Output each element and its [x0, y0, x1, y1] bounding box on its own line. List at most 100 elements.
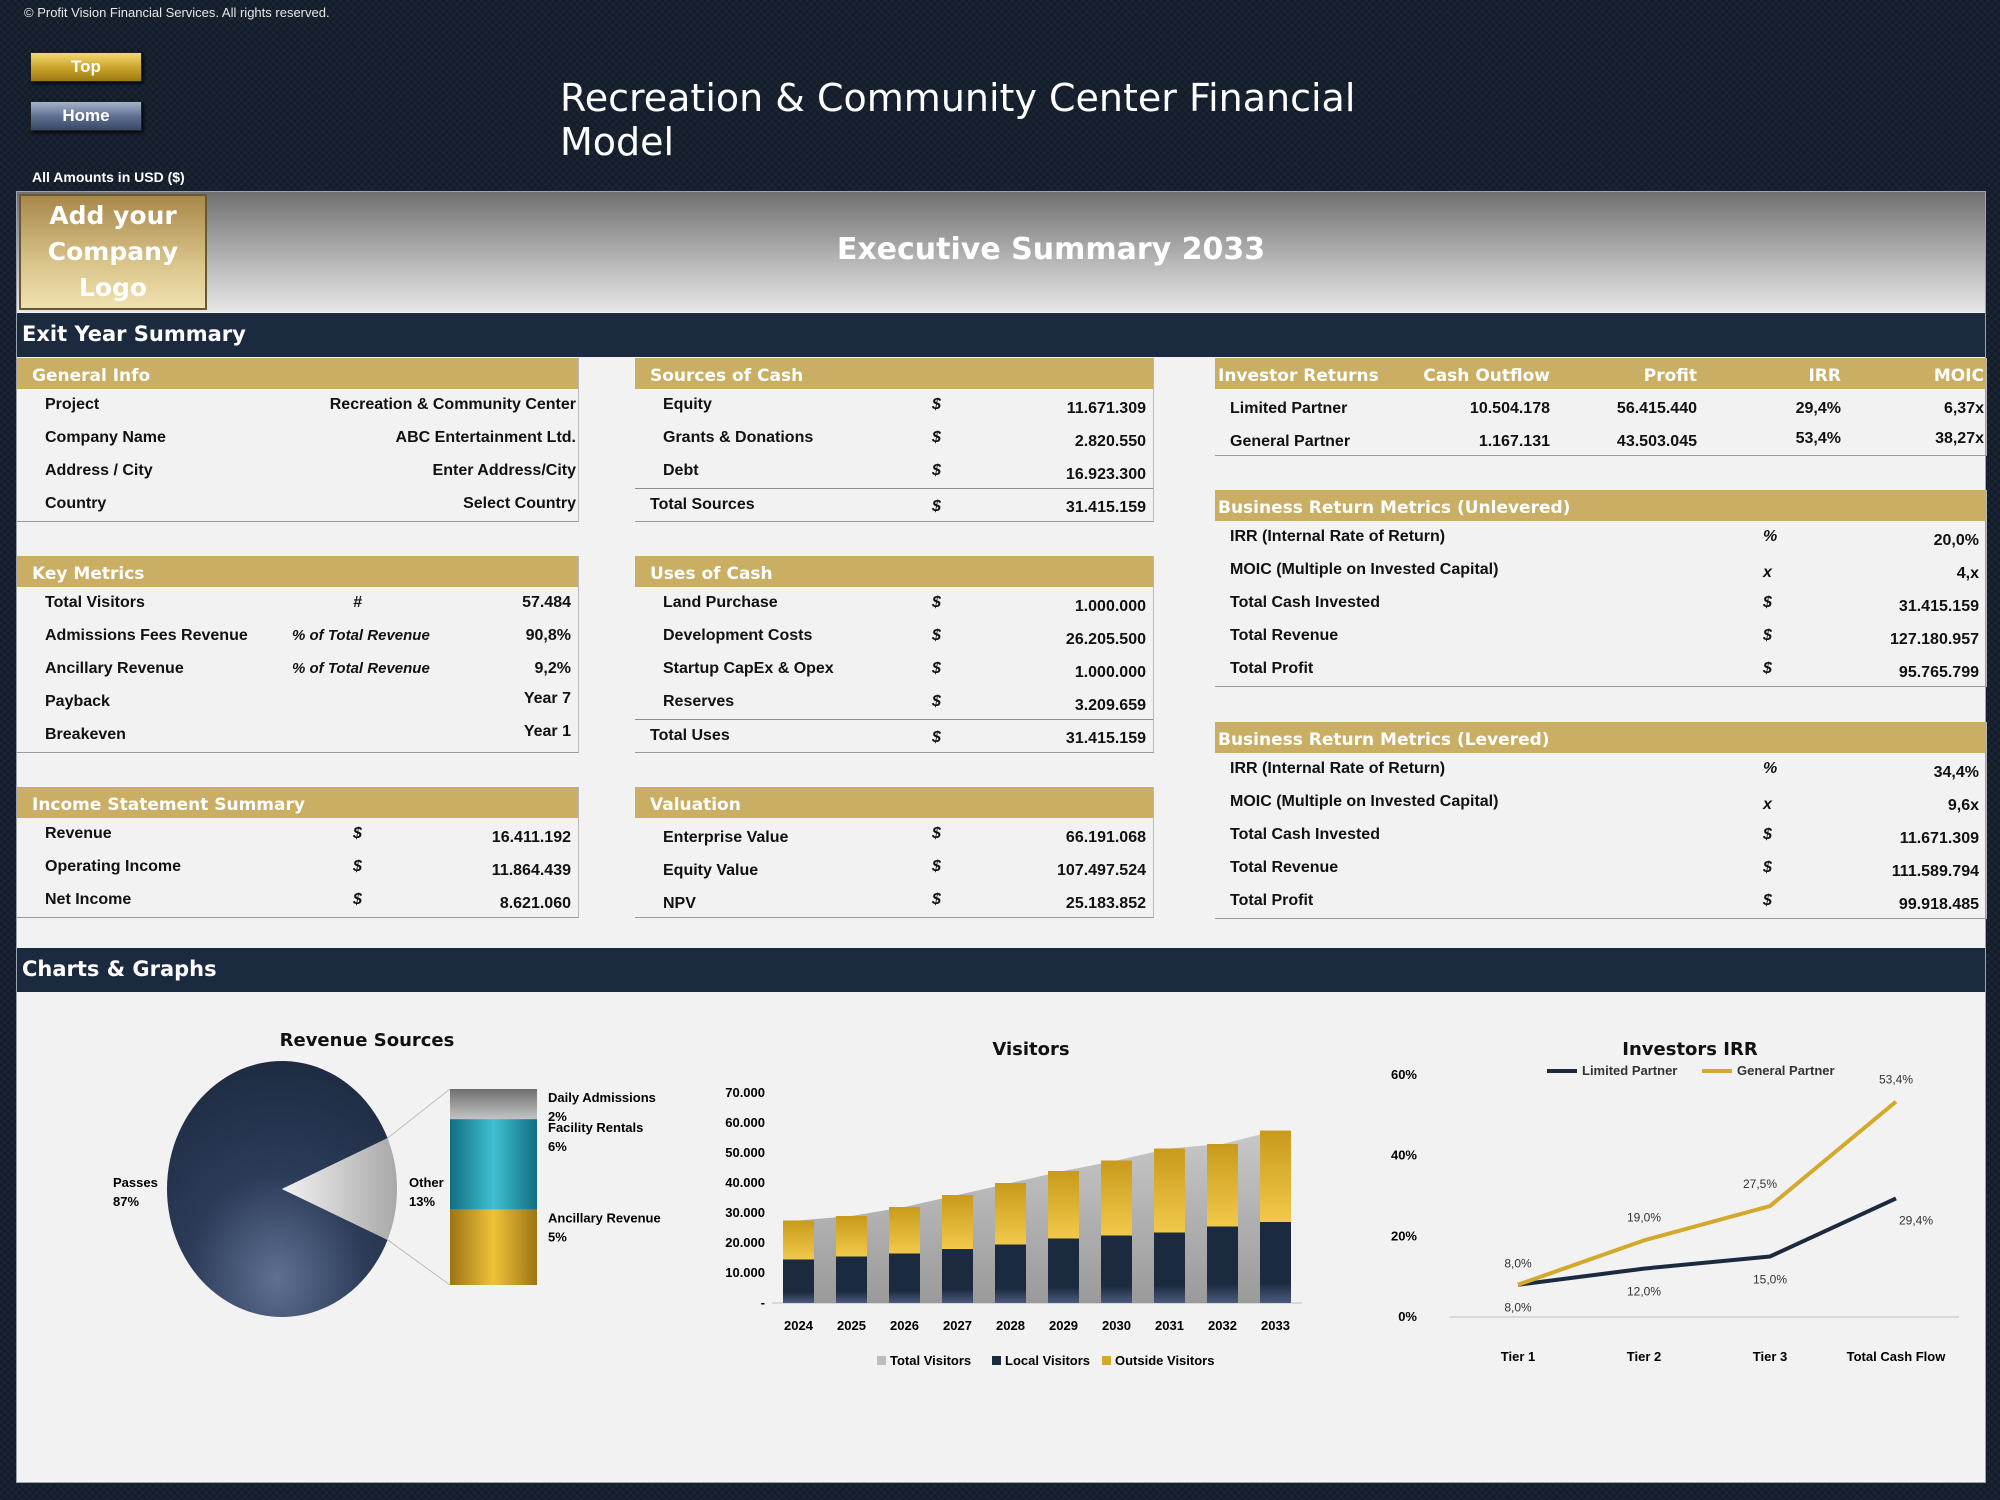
- row-value: 9,2%: [534, 660, 571, 677]
- row-label: Development Costs: [663, 627, 813, 644]
- col-header: Profit: [1643, 366, 1697, 386]
- revenue-sources-chart: Passes 87% Other 13% Daily Admissions 2%Facil…: [113, 1061, 661, 1317]
- table-row: Total Cash Invested $11.671.309: [1215, 819, 1986, 852]
- data-label: 8,0%: [1504, 1257, 1532, 1271]
- row-value: 90,8%: [525, 627, 571, 644]
- table-row: Equity $11.671.309: [635, 389, 1153, 422]
- y-tick-label: 30.000: [725, 1205, 765, 1220]
- table-row: Address / City Enter Address/City: [17, 455, 578, 488]
- row-value[interactable]: Enter Address/City: [432, 462, 576, 479]
- pie-label: 13%: [409, 1194, 435, 1209]
- table-row: Total Cash Invested $31.415.159: [1215, 587, 1986, 620]
- row-value: 9,6x: [1947, 797, 1979, 814]
- row-value: 66.191.068: [1065, 829, 1146, 846]
- pie-slice-passes: [166, 1061, 388, 1317]
- series-line-general-partner: [1517, 1100, 1898, 1287]
- row-value: 26.205.500: [1065, 631, 1146, 648]
- row-value: 1.000.000: [1074, 598, 1146, 615]
- data-label: 29,4%: [1899, 1213, 1933, 1227]
- row-unit: % of Total Revenue: [292, 627, 430, 644]
- table-row: Revenue $16.411.192: [17, 818, 578, 851]
- row-value[interactable]: Recreation & Community Center: [329, 396, 576, 413]
- table-row: Total Revenue $111.589.794: [1215, 852, 1986, 885]
- row-label: Breakeven: [45, 726, 126, 743]
- pie-label: 87%: [113, 1194, 139, 1209]
- row-unit: $: [932, 891, 941, 908]
- pie-label: Other: [409, 1175, 444, 1190]
- connector-line: [387, 1088, 451, 1139]
- investors-irr-chart-title: Investors IRR: [1622, 1039, 1758, 1060]
- home-button[interactable]: Home: [30, 101, 142, 131]
- row-label: Land Purchase: [663, 594, 778, 611]
- visitors-chart-title: Visitors: [992, 1039, 1070, 1060]
- row-unit: $: [353, 858, 362, 875]
- bar-local-visitors: [889, 1253, 920, 1303]
- row-unit: $: [932, 396, 941, 413]
- row-value: 34,4%: [1933, 764, 1979, 781]
- pie-slice-other: [282, 1138, 397, 1240]
- legend-label: Limited Partner: [1582, 1063, 1677, 1078]
- key-metrics-table: Key Metrics Total Visitors #57.484 Admiss…: [17, 556, 579, 753]
- table-row: Payback Year 7: [17, 686, 578, 719]
- table-row: MOIC (Multiple on Invested Capital) x 4,x: [1215, 554, 1986, 587]
- row-label: Total Profit: [1230, 892, 1314, 909]
- row-value[interactable]: Select Country: [463, 495, 576, 512]
- row-label: Project: [45, 396, 100, 413]
- y-tick-label: 20.000: [725, 1235, 765, 1250]
- connector-line: [387, 1239, 451, 1286]
- row-unit: $: [1763, 892, 1772, 909]
- row-value: 11.864.439: [491, 862, 571, 879]
- y-tick-label: 40%: [1391, 1148, 1417, 1163]
- row-label: IRR (Internal Rate of Return): [1230, 528, 1446, 545]
- col-header: MOIC: [1933, 366, 1984, 386]
- revenue-sources-chart-title: Revenue Sources: [279, 1030, 455, 1051]
- table-row: Admissions Fees Revenue % of Total Revenu…: [17, 620, 578, 653]
- row-unit: $: [932, 825, 941, 842]
- irr-cell: 29,4%: [1795, 400, 1841, 417]
- row-value: 4,x: [1956, 565, 1979, 582]
- row-label: NPV: [663, 895, 696, 912]
- table-row: Land Purchase $1.000.000: [635, 587, 1153, 620]
- x-tick-label: 2025: [837, 1318, 866, 1333]
- table-row: Operating Income $11.864.439: [17, 851, 578, 884]
- row-value: 31.415.159: [1065, 730, 1146, 747]
- key-metrics-header: Key Metrics: [17, 556, 578, 587]
- bar-outside-visitors: [942, 1195, 973, 1249]
- y-tick-label: 70.000: [725, 1085, 765, 1100]
- legend-swatch: [992, 1356, 1001, 1365]
- row-value[interactable]: ABC Entertainment Ltd.: [395, 429, 576, 446]
- row-unit: x: [1763, 564, 1772, 581]
- row-unit: %: [1763, 528, 1778, 545]
- row-value: 8.621.060: [499, 895, 571, 912]
- data-label: 15,0%: [1753, 1273, 1787, 1287]
- row-label: Company Name: [45, 429, 166, 446]
- general-info-table: General Info Project Recreation & Communi…: [17, 358, 579, 522]
- table-row: General Partner 1.167.131 43.503.045 53,4% 3…: [1215, 422, 1986, 455]
- bar-local-visitors: [942, 1249, 973, 1303]
- pie-label: Passes: [113, 1175, 158, 1190]
- x-tick-label: Total Cash Flow: [1847, 1349, 1947, 1364]
- top-button[interactable]: Top: [30, 52, 142, 82]
- page-title: Recreation & Community Center Financial …: [560, 76, 1356, 164]
- moic-cell: 6,37x: [1943, 400, 1984, 417]
- row-unit: $: [1763, 859, 1772, 876]
- table-row: Country Select Country: [17, 488, 578, 521]
- bar-outside-visitors: [1154, 1148, 1185, 1233]
- table-row: Grants & Donations $2.820.550: [635, 422, 1153, 455]
- row-label: Total Visitors: [45, 594, 145, 611]
- company-logo-placeholder[interactable]: Add your Company Logo: [19, 194, 207, 310]
- table-row: IRR (Internal Rate of Return)% 20,0%: [1215, 521, 1986, 554]
- row-unit: $: [1763, 627, 1772, 644]
- levered-metrics-header: Business Return Metrics (Levered): [1215, 722, 1986, 753]
- breakdown-label: Facility Rentals: [548, 1120, 643, 1135]
- bar-local-visitors: [1207, 1226, 1238, 1303]
- table-row: Equity Value $107.497.524: [635, 851, 1153, 884]
- table-row: Debt $16.923.300: [635, 455, 1153, 488]
- x-tick-label: 2026: [890, 1318, 919, 1333]
- row-label: MOIC (Multiple on Invested Capital): [1230, 793, 1499, 810]
- investor-returns-header: Investor Returns Cash Outflow Profit IRR…: [1215, 358, 1986, 389]
- moic-cell: 38,27x: [1935, 430, 1984, 447]
- exit-year-section-bar: Exit Year Summary: [17, 313, 1985, 357]
- row-label: IRR (Internal Rate of Return): [1230, 760, 1446, 777]
- row-label: Enterprise Value: [663, 829, 789, 846]
